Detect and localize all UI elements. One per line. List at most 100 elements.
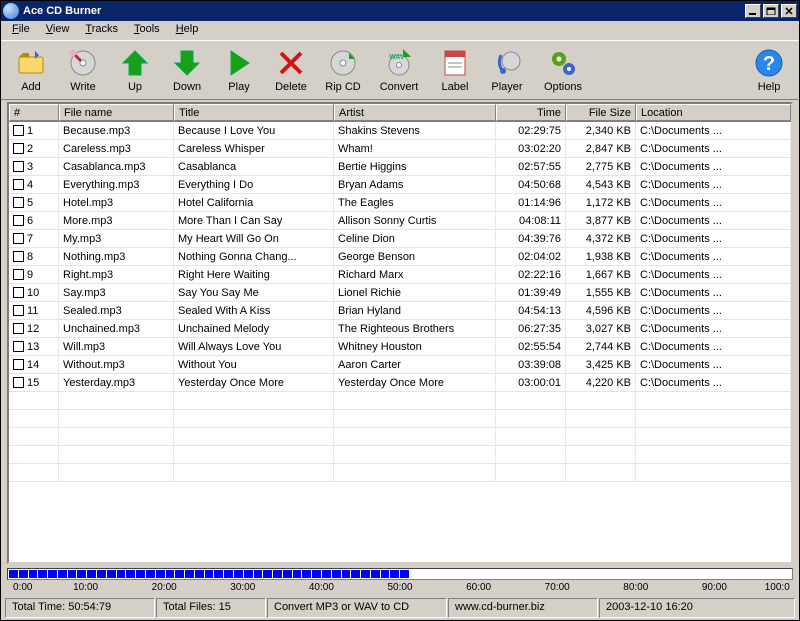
row-checkbox[interactable] [13,179,24,190]
table-row[interactable]: 5Hotel.mp3Hotel CaliforniaThe Eagles01:1… [9,194,791,212]
toolbar-add-button[interactable]: Add [7,45,55,97]
toolbar-label: Write [70,81,95,93]
cell-time: 02:29:75 [496,122,566,139]
toolbar-label-button[interactable]: Label [431,45,479,97]
toolbar-label: Options [544,81,582,93]
cell-file: Yesterday.mp3 [59,374,174,391]
table-row[interactable]: 10Say.mp3Say You Say MeLionel Richie01:3… [9,284,791,302]
col-header-time[interactable]: Time [496,104,566,121]
menu-tools[interactable]: Tools [127,21,167,40]
cell-loc: C:\Documents ... [636,248,791,265]
table-row[interactable]: 7My.mp3My Heart Will Go OnCeline Dion04:… [9,230,791,248]
cell-artist: George Benson [334,248,496,265]
window-title: Ace CD Burner [23,5,745,17]
toolbar-label: Label [442,81,469,93]
toolbar-ripcd-button[interactable]: Rip CD [319,45,367,97]
row-checkbox[interactable] [13,233,24,244]
minimize-button[interactable] [745,4,761,18]
row-checkbox[interactable] [13,305,24,316]
track-list: # File name Title Artist Time File Size … [7,102,793,564]
table-row[interactable]: 3Casablanca.mp3CasablancaBertie Higgins0… [9,158,791,176]
cell-time: 02:04:02 [496,248,566,265]
toolbar-label: Add [21,81,41,93]
col-header-num[interactable]: # [9,104,59,121]
col-header-artist[interactable]: Artist [334,104,496,121]
ruler-tick: 80:00 [623,582,648,593]
ruler-tick: 10:00 [73,582,98,593]
row-checkbox[interactable] [13,359,24,370]
row-checkbox[interactable] [13,377,24,388]
menu-tracks[interactable]: Tracks [78,21,125,40]
cell-title: Sealed With A Kiss [174,302,334,319]
toolbar-convert-button[interactable]: WAVConvert [371,45,427,97]
row-checkbox[interactable] [13,197,24,208]
table-row[interactable]: 12Unchained.mp3Unchained MelodyThe Right… [9,320,791,338]
cell-time: 04:54:13 [496,302,566,319]
row-checkbox[interactable] [13,341,24,352]
menu-help[interactable]: Help [169,21,206,40]
row-checkbox[interactable] [13,143,24,154]
cell-num: 2 [9,140,59,157]
row-checkbox[interactable] [13,161,24,172]
toolbar-options-button[interactable]: Options [535,45,591,97]
toolbar-label: Down [173,81,201,93]
row-checkbox[interactable] [13,269,24,280]
cell-file: Sealed.mp3 [59,302,174,319]
table-row[interactable]: 11Sealed.mp3Sealed With A KissBrian Hyla… [9,302,791,320]
toolbar-down-button[interactable]: Down [163,45,211,97]
toolbar-up-button[interactable]: Up [111,45,159,97]
cell-size: 3,877 KB [566,212,636,229]
add-icon [15,47,47,79]
ruler-tick: 30:00 [230,582,255,593]
maximize-button[interactable] [763,4,779,18]
cell-loc: C:\Documents ... [636,356,791,373]
col-header-size[interactable]: File Size [566,104,636,121]
delete-icon [275,47,307,79]
col-header-file[interactable]: File name [59,104,174,121]
table-row[interactable]: 14Without.mp3Without YouAaron Carter03:3… [9,356,791,374]
statusbar: Total Time: 50:54:79Total Files: 15Conve… [5,598,795,618]
toolbar-label: Delete [275,81,307,93]
convert-icon: WAV [383,47,415,79]
table-row[interactable]: 4Everything.mp3Everything I DoBryan Adam… [9,176,791,194]
status-total-time: Total Time: 50:54:79 [5,598,155,618]
toolbar-label: Play [228,81,249,93]
cell-artist: Bryan Adams [334,176,496,193]
toolbar-play-button[interactable]: Play [215,45,263,97]
menu-view[interactable]: View [39,21,77,40]
ruler-tick: 70:00 [545,582,570,593]
col-header-loc[interactable]: Location [636,104,791,121]
col-header-title[interactable]: Title [174,104,334,121]
row-checkbox[interactable] [13,323,24,334]
row-checkbox[interactable] [13,215,24,226]
toolbar-help-button[interactable]: ?Help [745,45,793,97]
cell-num: 13 [9,338,59,355]
table-row[interactable]: 2Careless.mp3Careless WhisperWham!03:02:… [9,140,791,158]
toolbar-write-button[interactable]: Write [59,45,107,97]
capacity-bar [7,568,793,580]
toolbar-player-button[interactable]: Player [483,45,531,97]
table-row[interactable]: 15Yesterday.mp3Yesterday Once MoreYester… [9,374,791,392]
cell-title: Unchained Melody [174,320,334,337]
cell-size: 1,938 KB [566,248,636,265]
cell-title: Will Always Love You [174,338,334,355]
menu-file[interactable]: File [5,21,37,40]
ruler-tick: 50:00 [387,582,412,593]
cell-loc: C:\Documents ... [636,212,791,229]
titlebar: Ace CD Burner [1,1,799,21]
table-row[interactable]: 8Nothing.mp3Nothing Gonna Chang...George… [9,248,791,266]
table-row[interactable]: 13Will.mp3Will Always Love YouWhitney Ho… [9,338,791,356]
table-row[interactable]: 9Right.mp3Right Here WaitingRichard Marx… [9,266,791,284]
ruler-tick: 100:0 [765,582,790,593]
toolbar-delete-button[interactable]: Delete [267,45,315,97]
close-button[interactable] [781,4,797,18]
cell-loc: C:\Documents ... [636,320,791,337]
table-row[interactable]: 1Because.mp3Because I Love YouShakins St… [9,122,791,140]
row-checkbox[interactable] [13,287,24,298]
cell-loc: C:\Documents ... [636,194,791,211]
table-row[interactable]: 6More.mp3More Than I Can SayAllison Sonn… [9,212,791,230]
row-checkbox[interactable] [13,251,24,262]
list-body[interactable]: 1Because.mp3Because I Love YouShakins St… [9,122,791,562]
svg-text:?: ? [763,53,775,75]
row-checkbox[interactable] [13,125,24,136]
